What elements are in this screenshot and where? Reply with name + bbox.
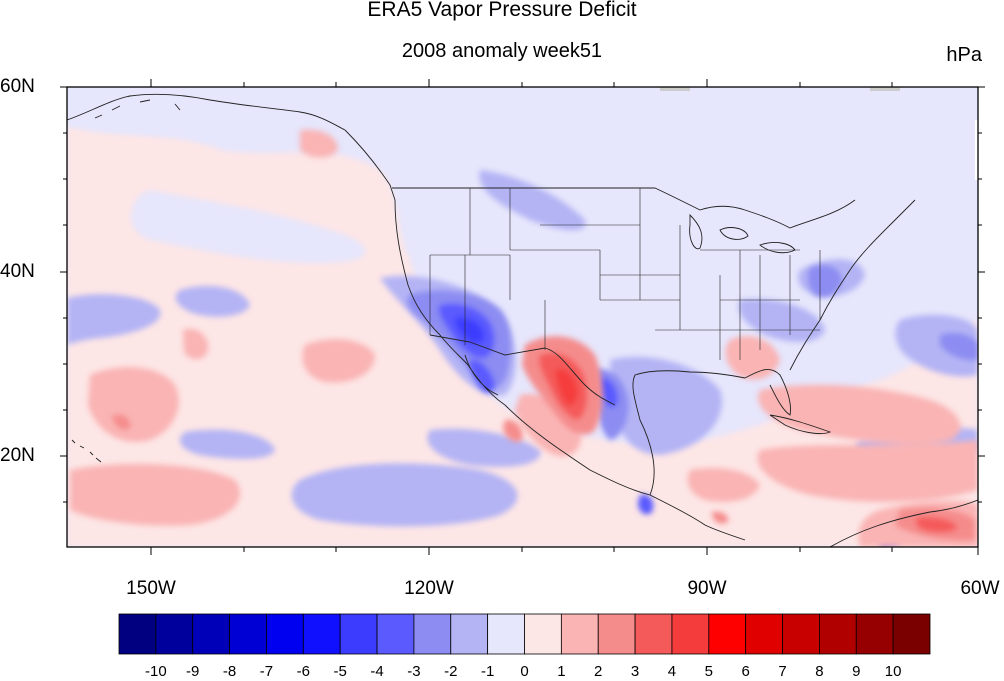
chart-title: ERA5 Vapor Pressure Deficit	[367, 0, 637, 21]
colorbar	[118, 613, 931, 655]
south-america-coast	[829, 499, 978, 547]
colorbar-label: 9	[852, 663, 861, 680]
colorbar-swatch	[782, 613, 820, 655]
colorbar-label: -2	[444, 663, 458, 680]
anomaly-field	[67, 87, 978, 547]
colorbar-label: -4	[370, 663, 384, 680]
chart-subtitle: 2008 anomaly week51	[401, 40, 603, 62]
colorbar-label: -9	[186, 663, 200, 680]
colorbar-label: 2	[594, 663, 603, 680]
colorbar-label: 1	[557, 663, 566, 680]
colorbar-swatch	[745, 613, 783, 655]
colorbar-label: 10	[884, 663, 902, 680]
axis-ticks	[60, 79, 985, 555]
colorbar-label: 5	[704, 663, 713, 680]
colorbar-swatch	[560, 613, 599, 655]
colorbar-swatch	[634, 613, 673, 655]
us-canada-border	[392, 187, 856, 229]
great-lakes	[689, 213, 796, 254]
colorbar-swatch	[487, 613, 525, 655]
colorbar-label: 4	[667, 663, 677, 680]
units-label: hPa	[946, 44, 982, 66]
colorbar-label: -3	[407, 663, 421, 680]
coastlines-and-borders	[67, 93, 978, 547]
colorbar-label: -7	[259, 663, 274, 680]
colorbar-label: 3	[630, 663, 640, 680]
cuba	[769, 414, 832, 435]
colorbar-label: 0	[520, 663, 529, 680]
colorbar-label: -5	[333, 663, 347, 680]
positive-cores	[112, 336, 975, 541]
colorbar-swatch	[671, 613, 710, 655]
colorbar-swatch	[892, 613, 931, 655]
lon-label-60w: 60W	[960, 578, 1000, 599]
colorbar-swatch	[524, 613, 562, 655]
gulf-coast	[632, 370, 746, 496]
baja-coast	[464, 354, 506, 406]
colorbar-swatch	[302, 613, 341, 655]
colorbar-swatch	[339, 613, 378, 655]
canada-west-coast	[344, 129, 396, 201]
central-america	[649, 494, 746, 541]
east-coast	[789, 199, 916, 371]
lat-label-20n: 20N	[0, 445, 35, 466]
hawaii	[71, 439, 102, 463]
colorbar-swatch	[450, 613, 489, 655]
colorbar-label: 8	[815, 663, 824, 680]
colorbar-label: 6	[741, 663, 750, 680]
colorbar-label: -10	[145, 663, 167, 680]
colorbar-swatch	[708, 613, 747, 655]
missing-data-strip	[660, 87, 690, 91]
colorbar-swatch	[413, 613, 452, 655]
colorbar-label: -6	[296, 663, 310, 680]
colorbar-swatch	[192, 613, 230, 655]
mexico-west-coast	[504, 404, 651, 496]
us-west-coast	[394, 199, 469, 366]
colorbar-swatch	[118, 613, 157, 655]
colorbar-label: 7	[778, 663, 787, 680]
colorbar-swatch	[819, 613, 857, 655]
colorbar-swatch	[266, 613, 304, 655]
colorbar-swatch	[855, 613, 894, 655]
colorbar-swatch	[376, 613, 415, 655]
florida	[744, 368, 791, 416]
colorbar-label: -8	[222, 663, 237, 680]
colorbar-swatch	[229, 613, 267, 655]
colorbar-label: -1	[480, 663, 495, 680]
colorbar-swatch	[155, 613, 194, 655]
lat-label-60n: 60N	[0, 76, 35, 97]
colorbar-swatch	[597, 613, 636, 655]
lon-label-90w: 90W	[687, 578, 727, 599]
state-lines	[429, 188, 821, 360]
lon-label-150w: 150W	[126, 578, 176, 599]
lon-label-120w: 120W	[404, 578, 454, 599]
lat-label-40n: 40N	[0, 261, 35, 282]
alaska-coast	[67, 93, 346, 131]
